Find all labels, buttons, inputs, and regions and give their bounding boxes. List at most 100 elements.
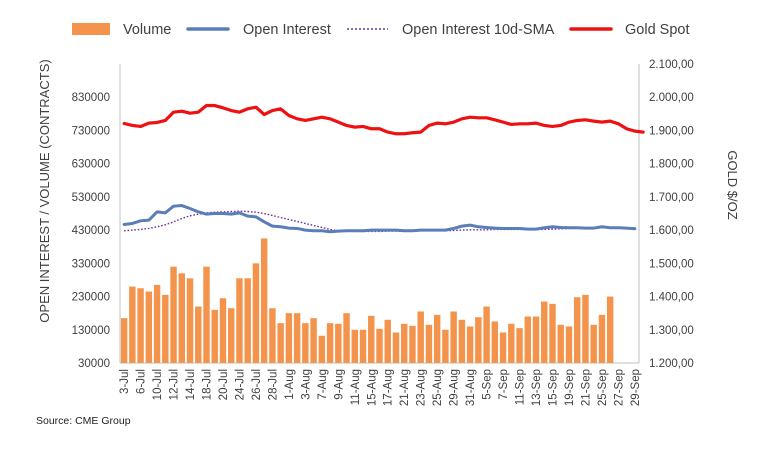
volume-bar	[466, 326, 474, 363]
x-tick-label: 14-Jul	[185, 369, 197, 400]
volume-bar	[343, 313, 350, 363]
volume-bar	[508, 323, 515, 363]
y-right-ticks: 1.200,00 1.300,00 1.400,00 1.500,00 1.600,00…	[649, 59, 694, 370]
y-left-tick-label: 430000	[72, 225, 110, 237]
volume-bar	[458, 319, 466, 363]
legend-swatch-volume	[72, 23, 110, 35]
y-right-tick-label: 1.400,00	[649, 292, 694, 304]
y-left-tick-label: 830000	[72, 92, 110, 104]
y-right-axis-title: GOLD $/OZ	[725, 150, 740, 219]
volume-bar	[178, 273, 185, 363]
x-tick-label: 17-Aug	[383, 369, 395, 406]
legend: Volume Open Interest Open Interest 10d-S…	[72, 22, 690, 38]
y-left-tick-label: 630000	[72, 159, 110, 171]
y-right-tick-label: 1.800,00	[649, 159, 694, 171]
legend-label-sma: Open Interest 10d-SMA	[402, 22, 555, 38]
volume-bar	[433, 314, 441, 363]
volume-bar	[574, 297, 581, 363]
volume-bar	[376, 328, 383, 363]
x-tick-label: 25-Aug	[432, 369, 444, 406]
x-ticks: 3-Jul 6-Jul 10-Jul 12-Jul 14-Jul 18-Jul 20-Jul…	[119, 369, 642, 406]
volume-bar	[549, 303, 556, 363]
x-tick-label: 20-Jul	[218, 369, 230, 400]
x-tick-label: 15-Sep	[548, 369, 560, 406]
x-tick-label: 27-Sep	[613, 369, 625, 406]
volume-bar	[219, 298, 227, 363]
volume-bars	[120, 238, 614, 363]
series-lines	[122, 103, 645, 234]
volume-bar	[541, 301, 548, 363]
volume-bar	[170, 266, 177, 363]
x-tick-label: 29-Sep	[630, 369, 642, 406]
gold-spot-line	[122, 103, 645, 136]
x-tick-label: 21-Aug	[399, 369, 411, 406]
volume-bar	[137, 288, 144, 363]
volume-bar	[236, 278, 243, 363]
volume-bar	[145, 291, 153, 363]
volume-bar	[186, 278, 194, 363]
y-left-tick-label: 230000	[72, 292, 110, 304]
x-tick-label: 6-Jul	[136, 369, 148, 394]
volume-bar	[516, 328, 523, 363]
x-tick-label: 31-Aug	[465, 369, 477, 406]
volume-bar	[153, 284, 161, 363]
volume-bar	[244, 278, 251, 363]
y-right-tick-label: 1.300,00	[649, 325, 694, 337]
y-right-tick-label: 1.600,00	[649, 225, 694, 237]
volume-bar	[425, 324, 433, 363]
volume-bar	[557, 324, 564, 363]
x-tick-label: 9-Aug	[333, 369, 345, 400]
volume-bar	[335, 323, 342, 363]
x-tick-label: 15-Aug	[366, 369, 378, 406]
legend-label-volume: Volume	[123, 22, 171, 38]
y-left-tick-label: 730000	[72, 125, 110, 137]
volume-bar	[277, 323, 284, 363]
y-right-tick-label: 2.000,00	[649, 92, 694, 104]
y-left-tick-label: 530000	[72, 192, 110, 204]
volume-bar	[401, 323, 408, 363]
volume-bar	[565, 326, 573, 363]
x-tick-label: 5-Sep	[482, 369, 494, 400]
x-tick-label: 11-Aug	[350, 369, 362, 405]
volume-bar	[359, 329, 367, 363]
x-tick-label: 10-Jul	[152, 369, 164, 400]
open-interest-line	[122, 204, 637, 234]
y-right-tick-label: 1.900,00	[649, 125, 694, 137]
volume-bar	[582, 294, 589, 363]
volume-bar	[302, 323, 309, 363]
volume-bar	[475, 317, 482, 363]
volume-bar	[450, 311, 457, 363]
x-tick-label: 1-Aug	[284, 369, 296, 400]
y-left-tick-label: 30000	[78, 358, 110, 370]
x-tick-label: 13-Sep	[531, 369, 543, 406]
volume-bar	[491, 321, 499, 363]
volume-bar	[318, 335, 326, 363]
volume-bar	[228, 308, 235, 363]
y-right-tick-label: 1.200,00	[649, 358, 694, 370]
volume-bar	[442, 329, 449, 363]
source-note: Source: CME Group	[36, 415, 131, 427]
volume-bar	[162, 294, 169, 363]
volume-bar	[606, 296, 614, 363]
volume-bar	[120, 318, 128, 363]
volume-bar	[293, 313, 301, 363]
volume-bar	[211, 309, 218, 363]
x-tick-label: 29-Aug	[449, 369, 461, 406]
volume-bar	[310, 318, 317, 363]
volume-bar	[598, 314, 606, 363]
volume-bar	[269, 308, 276, 363]
x-tick-label: 7-Aug	[317, 369, 329, 400]
volume-bar	[417, 311, 424, 363]
volume-bar	[351, 329, 358, 363]
y-left-tick-label: 330000	[72, 258, 110, 270]
x-tick-label: 7-Sep	[498, 369, 510, 400]
volume-bar	[129, 286, 136, 363]
volume-bar	[590, 324, 597, 363]
volume-bar	[392, 332, 400, 363]
volume-bar	[252, 263, 260, 363]
y-left-tick-label: 130000	[72, 325, 110, 337]
volume-bar	[409, 325, 416, 363]
legend-label-gold-spot: Gold Spot	[625, 22, 690, 38]
